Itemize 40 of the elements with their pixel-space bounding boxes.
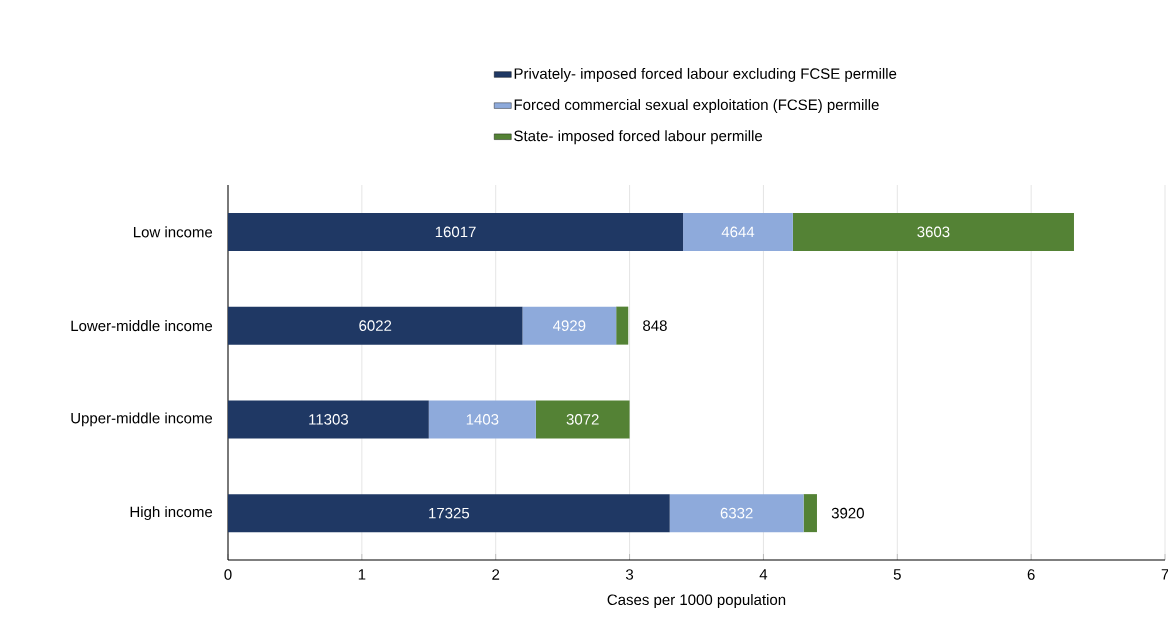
annotation: 17325	[429, 507, 470, 519]
annotation: 4929	[553, 320, 586, 331]
y-tick-label: Lower-middle income	[71, 320, 213, 332]
x-tick-label: 2	[492, 569, 500, 580]
annotation: 11303	[309, 414, 349, 425]
annotation: 3072	[566, 414, 599, 425]
legend-label: State- imposed forced labour permille	[514, 130, 763, 145]
annotation: 848	[643, 320, 667, 331]
y-tick-label: High income	[130, 506, 213, 521]
annotation: 6022	[359, 320, 392, 331]
x-tick-label: 6	[1027, 569, 1035, 580]
x-tick-label: 1	[358, 569, 366, 580]
legend-label: Privately- imposed forced labour excluding FCSE permille	[514, 67, 897, 82]
bar	[228, 212, 684, 251]
annotation: 3920	[831, 507, 864, 519]
bar	[803, 494, 817, 533]
y-tick-label: Upper-middle income	[71, 412, 213, 427]
bar	[683, 212, 793, 251]
bar	[522, 306, 617, 345]
bar	[228, 400, 429, 439]
bar	[792, 212, 1074, 251]
bar	[228, 494, 670, 533]
x-tick-label: 4	[759, 569, 768, 580]
bar	[535, 400, 630, 439]
bar	[228, 306, 523, 345]
bar	[669, 494, 804, 533]
annotation: 4644	[721, 226, 755, 238]
y-tick-label: Low income	[133, 226, 213, 238]
annotation: 3603	[917, 226, 950, 238]
annotation: 6332	[720, 507, 753, 519]
x-tick-label: 3	[625, 569, 634, 580]
x-tick-label: 5	[893, 569, 901, 580]
annotation: 1403	[466, 414, 499, 425]
bar	[428, 400, 536, 439]
x-axis-title: Cases per 1000 population	[607, 594, 786, 608]
x-tick-label: 0	[224, 569, 232, 580]
x-tick-label: 7	[1161, 569, 1168, 580]
legend-label: Forced commercial sexual exploitation (FCSE) permille	[514, 99, 879, 114]
bar	[616, 306, 629, 345]
annotation: 16017	[435, 226, 476, 238]
